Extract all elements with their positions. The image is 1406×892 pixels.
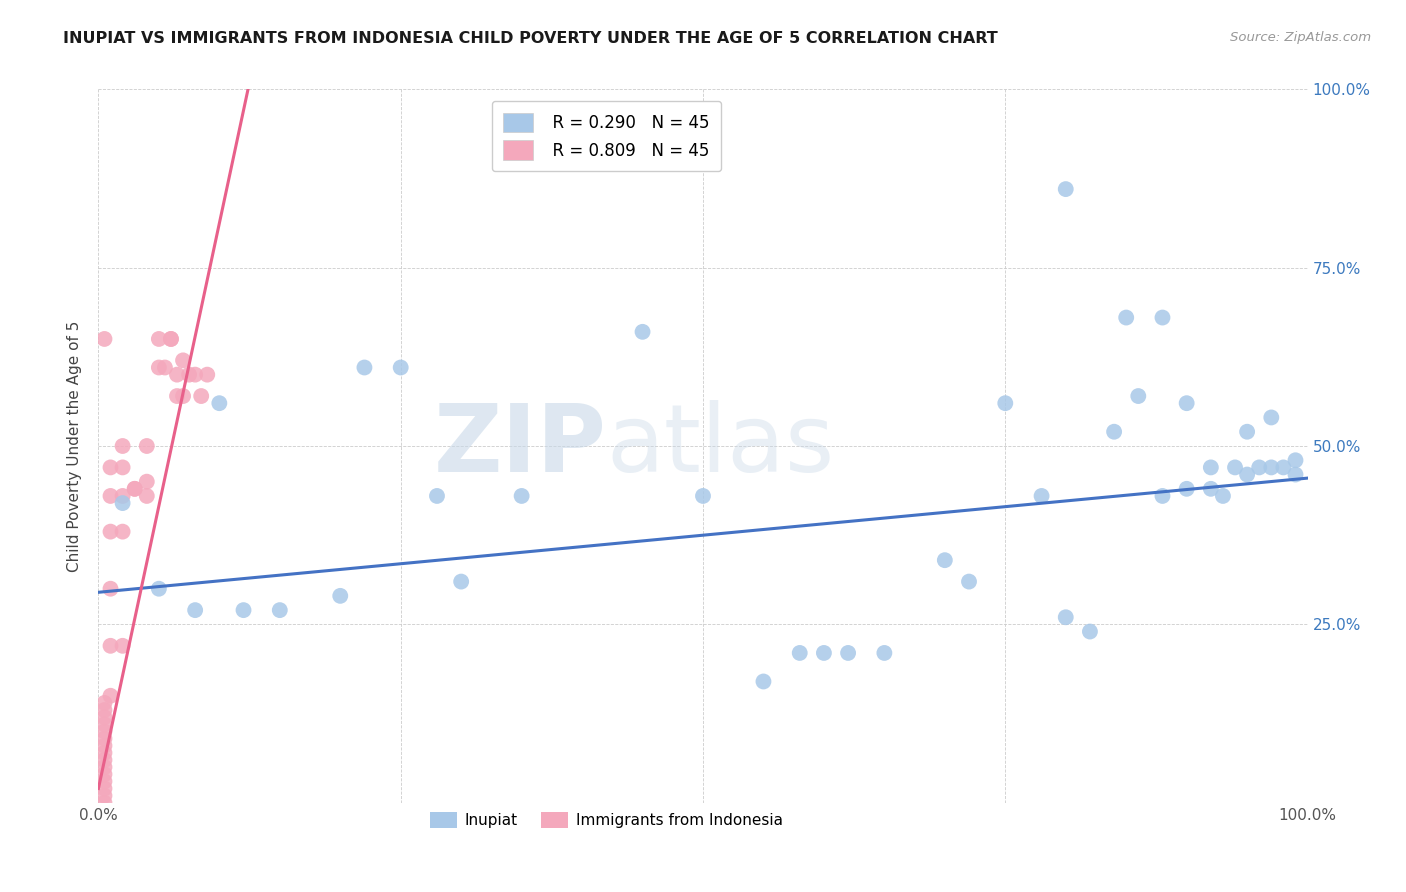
- Point: [208, 396, 231, 410]
- Point: [190, 389, 212, 403]
- Point: [93, 724, 115, 739]
- Point: [100, 689, 122, 703]
- Point: [135, 439, 157, 453]
- Text: atlas: atlas: [606, 400, 835, 492]
- Point: [148, 332, 170, 346]
- Text: INUPIAT VS IMMIGRANTS FROM INDONESIA CHILD POVERTY UNDER THE AGE OF 5 CORRELATIO: INUPIAT VS IMMIGRANTS FROM INDONESIA CHI…: [63, 31, 998, 46]
- Point: [1260, 460, 1282, 475]
- Point: [135, 489, 157, 503]
- Point: [100, 582, 122, 596]
- Point: [111, 524, 134, 539]
- Point: [232, 603, 254, 617]
- Point: [111, 460, 134, 475]
- Point: [135, 475, 157, 489]
- Point: [100, 489, 122, 503]
- Point: [93, 760, 115, 774]
- Point: [1199, 482, 1222, 496]
- Point: [1284, 453, 1306, 467]
- Point: [93, 710, 115, 724]
- Point: [124, 482, 146, 496]
- Point: [1284, 467, 1306, 482]
- Point: [837, 646, 859, 660]
- Point: [1260, 410, 1282, 425]
- Point: [994, 396, 1017, 410]
- Point: [93, 696, 115, 710]
- Point: [93, 739, 115, 753]
- Point: [752, 674, 775, 689]
- Point: [93, 774, 115, 789]
- Point: [1054, 182, 1077, 196]
- Point: [789, 646, 811, 660]
- Point: [1175, 482, 1198, 496]
- Point: [1212, 489, 1234, 503]
- Point: [1054, 610, 1077, 624]
- Point: [148, 360, 170, 375]
- Point: [100, 524, 122, 539]
- Point: [160, 332, 183, 346]
- Point: [873, 646, 896, 660]
- Text: Source: ZipAtlas.com: Source: ZipAtlas.com: [1230, 31, 1371, 45]
- Point: [631, 325, 654, 339]
- Point: [166, 368, 188, 382]
- Point: [1175, 396, 1198, 410]
- Point: [184, 603, 207, 617]
- Point: [692, 489, 714, 503]
- Point: [93, 767, 115, 781]
- Point: [172, 353, 194, 368]
- Point: [124, 482, 146, 496]
- Point: [195, 368, 218, 382]
- Point: [184, 368, 207, 382]
- Point: [93, 332, 115, 346]
- Point: [93, 746, 115, 760]
- Point: [1115, 310, 1137, 325]
- Point: [1152, 489, 1174, 503]
- Y-axis label: Child Poverty Under the Age of 5: Child Poverty Under the Age of 5: [67, 320, 83, 572]
- Point: [93, 703, 115, 717]
- Point: [426, 489, 449, 503]
- Point: [148, 582, 170, 596]
- Point: [93, 717, 115, 731]
- Point: [1152, 310, 1174, 325]
- Point: [93, 731, 115, 746]
- Point: [93, 789, 115, 803]
- Point: [1199, 460, 1222, 475]
- Point: [353, 360, 375, 375]
- Point: [934, 553, 956, 567]
- Point: [957, 574, 980, 589]
- Point: [93, 753, 115, 767]
- Point: [510, 489, 533, 503]
- Point: [813, 646, 835, 660]
- Point: [100, 639, 122, 653]
- Point: [1102, 425, 1125, 439]
- Point: [329, 589, 352, 603]
- Point: [1223, 460, 1246, 475]
- Point: [166, 389, 188, 403]
- Point: [450, 574, 472, 589]
- Point: [1078, 624, 1101, 639]
- Point: [111, 439, 134, 453]
- Text: ZIP: ZIP: [433, 400, 606, 492]
- Point: [93, 796, 115, 810]
- Point: [269, 603, 291, 617]
- Point: [1236, 467, 1258, 482]
- Point: [179, 368, 201, 382]
- Point: [1249, 460, 1271, 475]
- Point: [1031, 489, 1053, 503]
- Point: [111, 489, 134, 503]
- Point: [1128, 389, 1150, 403]
- Point: [1272, 460, 1295, 475]
- Point: [100, 460, 122, 475]
- Point: [111, 639, 134, 653]
- Point: [1236, 425, 1258, 439]
- Point: [389, 360, 412, 375]
- Point: [160, 332, 183, 346]
- Point: [172, 389, 194, 403]
- Point: [93, 781, 115, 796]
- Legend: Inupiat, Immigrants from Indonesia: Inupiat, Immigrants from Indonesia: [423, 806, 789, 834]
- Point: [153, 360, 176, 375]
- Point: [111, 496, 134, 510]
